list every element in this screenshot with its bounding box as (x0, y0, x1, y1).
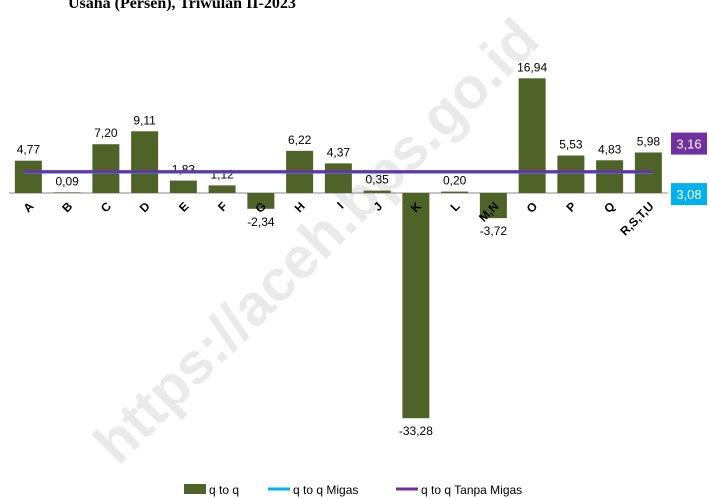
bar (479, 192, 507, 219)
bar (324, 163, 352, 193)
data-label: 9,11 (133, 113, 156, 127)
bar (363, 190, 391, 193)
bar (53, 192, 81, 193)
x-tick-label: O (524, 199, 541, 216)
bar (518, 78, 546, 193)
data-label: 1,83 (172, 163, 196, 177)
x-tick-label: E (176, 199, 192, 215)
data-label: 0,35 (365, 173, 389, 187)
line-label-box (671, 183, 707, 206)
bar (208, 185, 236, 193)
data-label: 5,53 (559, 138, 583, 152)
data-label: 7,20 (94, 126, 118, 140)
x-tick-label: P (563, 199, 579, 215)
bar (247, 192, 275, 209)
legend-label: q to q (209, 483, 239, 497)
bar (131, 131, 159, 193)
data-label: 0,20 (443, 174, 467, 188)
data-label: 1,12 (210, 167, 234, 181)
data-label: 4,77 (17, 143, 41, 157)
x-tick-label: L (448, 199, 463, 214)
line-label-box (671, 132, 707, 155)
x-tick-label: B (59, 199, 75, 215)
data-label: 6,22 (288, 133, 312, 147)
data-label: -3,72 (480, 224, 508, 238)
bar (441, 191, 469, 193)
data-label: 0,09 (55, 174, 79, 188)
bar (14, 160, 42, 193)
watermark: https://aceh.bps.go.id (81, 6, 551, 476)
legend-swatch (184, 484, 206, 494)
x-tick-label: C (98, 199, 114, 215)
line-label: 3,08 (676, 187, 701, 202)
x-tick-label: D (137, 199, 153, 215)
x-tick-label: R,S,T,U (617, 199, 656, 238)
x-tick-label: Q (601, 199, 618, 216)
data-label: 4,37 (327, 145, 351, 159)
bar (169, 180, 197, 193)
bar (557, 155, 585, 193)
legend-label: q to q Tanpa Migas (421, 483, 522, 497)
data-label: 16,94 (517, 60, 547, 74)
chart-title: Usaha (Persen), Triwulan II-2023 (68, 0, 296, 12)
legend-label: q to q Migas (293, 483, 358, 497)
data-label: 4,83 (598, 142, 622, 156)
data-label: -2,34 (247, 215, 275, 229)
x-tick-label: F (215, 199, 230, 214)
bar (596, 160, 624, 193)
data-label: 5,98 (637, 134, 661, 148)
data-label: -33,28 (399, 424, 433, 438)
line-label: 3,16 (676, 137, 701, 152)
x-tick-label: A (20, 199, 36, 215)
bar (92, 144, 120, 193)
bar (402, 192, 430, 419)
